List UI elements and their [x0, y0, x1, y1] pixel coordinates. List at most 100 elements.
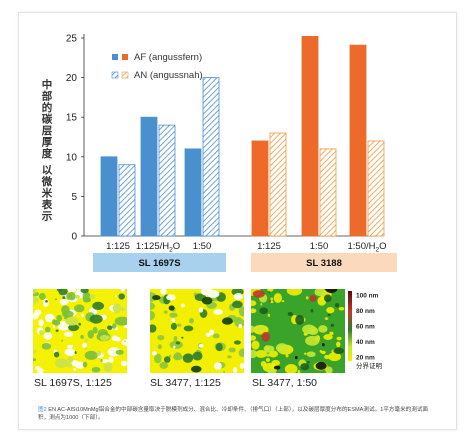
micrograph-speck — [125, 289, 127, 293]
micrograph-speck — [192, 351, 203, 361]
bar-an — [202, 77, 220, 237]
micrograph-speck — [273, 293, 283, 303]
micrograph-speck — [251, 340, 260, 350]
micrograph-speck — [89, 314, 103, 324]
micrograph-speck — [62, 310, 74, 318]
micrograph-speck — [74, 304, 85, 313]
x-tick-label: 1:50 — [193, 241, 212, 252]
bar-an — [158, 124, 176, 237]
y-axis-label-char: 碳 — [42, 113, 53, 126]
micrograph-speck — [160, 289, 167, 295]
micrograph-speck — [163, 310, 168, 314]
micrograph-speck — [325, 366, 333, 373]
micrograph-speck — [163, 356, 171, 363]
micrograph-speck — [323, 334, 333, 340]
micrograph-speck — [52, 325, 56, 329]
micrograph-speck — [112, 303, 122, 314]
micrograph-speck — [87, 330, 94, 339]
micrograph-speck — [255, 350, 267, 358]
micrograph-speck — [91, 366, 101, 373]
micrograph-speck — [150, 324, 157, 333]
micrograph-speck — [213, 309, 224, 315]
y-axis-label-char: 示 — [42, 211, 53, 223]
micrograph-speck — [261, 331, 271, 342]
micrograph-speck — [309, 294, 317, 302]
legend-label: AF (angussfern) — [134, 52, 202, 63]
micrograph-speck — [80, 334, 84, 339]
micrograph-speck — [190, 365, 202, 373]
micrograph-speck — [321, 343, 325, 347]
micrograph-speck — [231, 300, 243, 309]
micrograph-speck — [44, 313, 55, 323]
bar-an — [319, 148, 337, 237]
micrograph-speck — [302, 324, 316, 335]
micrograph-speck — [67, 356, 74, 364]
micrograph-speck — [151, 351, 157, 356]
micrograph-speck — [169, 312, 178, 318]
micrograph-speck — [150, 310, 156, 321]
x-tick-label: 1:125/H2O — [136, 241, 180, 254]
micrograph-speck — [273, 365, 281, 370]
micrograph-speck — [251, 325, 256, 333]
bar-af — [301, 36, 319, 237]
micrograph-speck — [64, 348, 76, 356]
micrograph-speck — [157, 344, 162, 350]
micrograph-speck — [67, 289, 77, 293]
micrograph-speck — [319, 350, 323, 353]
micrograph-speck — [233, 340, 241, 345]
micrograph-speck — [305, 335, 320, 346]
micrograph-speck — [268, 350, 279, 358]
micrograph-speck — [232, 367, 238, 373]
micrograph-speck — [326, 307, 335, 314]
micrograph-speck — [64, 331, 73, 338]
micrograph-speck — [61, 339, 63, 342]
micrograph-label: SL 1697S, 1:125 — [34, 377, 112, 389]
micrograph-speck — [200, 289, 213, 296]
micrograph-speck — [251, 300, 257, 307]
micrograph-label: SL 3477, 1:125 — [150, 377, 221, 389]
micrograph-speck — [321, 350, 326, 355]
x-tick-label: 1:125 — [106, 241, 130, 252]
micrograph-speck — [173, 353, 183, 361]
bar-af — [349, 44, 367, 237]
micrograph-speck — [270, 300, 274, 304]
legend-swatch — [112, 54, 118, 60]
legend-swatch — [122, 54, 128, 60]
y-axis-label-char: 微 — [41, 175, 53, 188]
micrograph-speck — [99, 334, 109, 341]
micrograph-speck — [198, 343, 204, 348]
micrograph-speck — [66, 292, 73, 300]
y-axis-label-char: 以 — [42, 165, 53, 177]
micrograph-speck — [238, 348, 244, 358]
micrograph-speck — [78, 322, 81, 326]
micrograph-speck — [115, 349, 124, 355]
micrograph-speck — [173, 336, 178, 342]
micrograph-speck — [303, 352, 307, 355]
micrograph-speck — [84, 347, 88, 350]
y-axis-label-char: 层 — [42, 125, 53, 137]
bar-an — [367, 140, 385, 237]
micrograph-speck — [157, 334, 165, 341]
micrograph-speck — [55, 329, 59, 332]
micrograph-speck — [39, 330, 44, 336]
micrograph-speck — [256, 325, 266, 332]
micrograph-speck — [67, 344, 73, 349]
micrograph-label: SL 3477, 1:50 — [252, 377, 317, 389]
micrograph-speck — [305, 296, 309, 300]
micrograph-speck — [170, 322, 177, 330]
legend-label: AN (angussnah) — [134, 70, 203, 81]
y-axis-label-char: 中 — [42, 78, 53, 91]
micrograph-speck — [68, 324, 79, 332]
micrograph-speck — [239, 363, 244, 369]
micrograph-speck — [295, 314, 305, 325]
micrograph-speck — [215, 342, 223, 352]
micrograph-speck — [333, 347, 345, 355]
micrograph-speck — [300, 363, 310, 371]
micrograph-speck — [107, 325, 113, 330]
micrograph-speck — [54, 358, 69, 368]
micrograph-speck — [212, 333, 220, 339]
micrograph-speck — [323, 294, 332, 303]
x-tick-label: 1:125 — [257, 241, 281, 252]
micrograph-speck — [84, 350, 98, 361]
micrograph-speck — [267, 368, 277, 373]
